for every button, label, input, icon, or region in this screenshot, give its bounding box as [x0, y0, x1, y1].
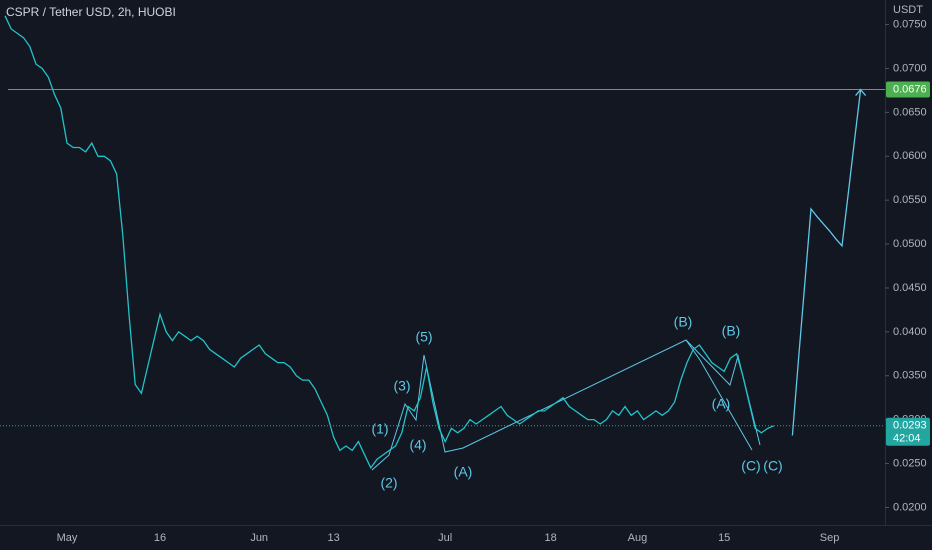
- wave-label: (4): [409, 437, 426, 453]
- y-tick-label: 0.0450: [893, 282, 927, 294]
- wave-label: (C): [741, 458, 760, 474]
- y-tick-label: 0.0250: [893, 457, 927, 469]
- wave-label: (3): [393, 378, 410, 394]
- wave-label: (2): [380, 475, 397, 491]
- wave-label: (5): [415, 329, 432, 345]
- level-label-box: [886, 81, 930, 98]
- chart-title: CSPR / Tether USD, 2h, HUOBI: [6, 5, 176, 19]
- projection-line: [791, 89, 862, 436]
- x-tick-label: Jul: [438, 532, 452, 544]
- last-price-label: 0.0293: [893, 420, 927, 432]
- x-tick-label: Jun: [250, 532, 268, 544]
- y-tick-label: 0.0600: [893, 150, 927, 162]
- level-label: 0.0676: [893, 83, 927, 95]
- x-tick-label: Aug: [628, 532, 648, 544]
- y-tick-label: 0.0700: [893, 62, 927, 74]
- wave-label: (A): [712, 396, 731, 412]
- x-tick-label: 18: [544, 532, 556, 544]
- countdown-label: 42:04: [893, 433, 921, 445]
- y-axis-label: USDT: [893, 4, 923, 16]
- wave-label: (1): [371, 421, 388, 437]
- wave-label: (B): [674, 314, 693, 330]
- wave-label: (B): [722, 323, 741, 339]
- wave-label: (A): [454, 464, 473, 480]
- x-tick-label: May: [57, 532, 78, 544]
- y-tick-label: 0.0650: [893, 106, 927, 118]
- x-tick-label: 13: [327, 532, 339, 544]
- price-line: [4, 15, 775, 470]
- y-tick-label: 0.0500: [893, 238, 927, 250]
- y-tick-label: 0.0550: [893, 194, 927, 206]
- projection-arrow: [855, 88, 867, 96]
- y-tick-label: 0.0350: [893, 370, 927, 382]
- wave-label: (C): [763, 458, 782, 474]
- y-tick-label: 0.0750: [893, 18, 927, 30]
- y-tick-label: 0.0200: [893, 501, 927, 513]
- y-tick-label: 0.0400: [893, 326, 927, 338]
- x-tick-label: Sep: [820, 532, 840, 544]
- x-tick-label: 15: [718, 532, 730, 544]
- x-tick-label: 16: [154, 532, 166, 544]
- last-price-box: [886, 417, 930, 446]
